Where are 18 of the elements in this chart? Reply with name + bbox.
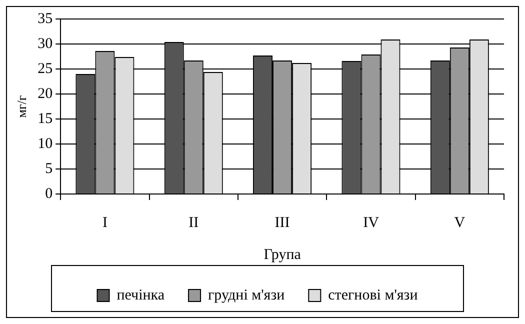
x-tick-label: III [274,214,290,231]
y-tick-label: 15 [38,110,53,127]
x-tick-label: II [188,214,199,231]
y-axis-title: мг/г [14,95,30,118]
legend-label: печінка [116,287,165,304]
x-tick-label: IV [363,214,380,231]
x-axis-title: Група [264,246,302,263]
legend-label: стегнові м'язи [328,287,418,304]
y-tick-label: 30 [38,36,53,52]
y-tick-label: 25 [38,60,53,77]
legend-label: грудні м'язи [208,287,285,304]
y-tick-label: 0 [45,186,53,202]
y-tick-label: 35 [38,10,53,27]
x-tick-label: V [454,214,466,231]
y-tick-label: 20 [38,86,53,102]
y-tick-label: 10 [38,136,53,152]
y-tick-label: 5 [45,160,53,177]
x-tick-label: I [102,214,108,231]
